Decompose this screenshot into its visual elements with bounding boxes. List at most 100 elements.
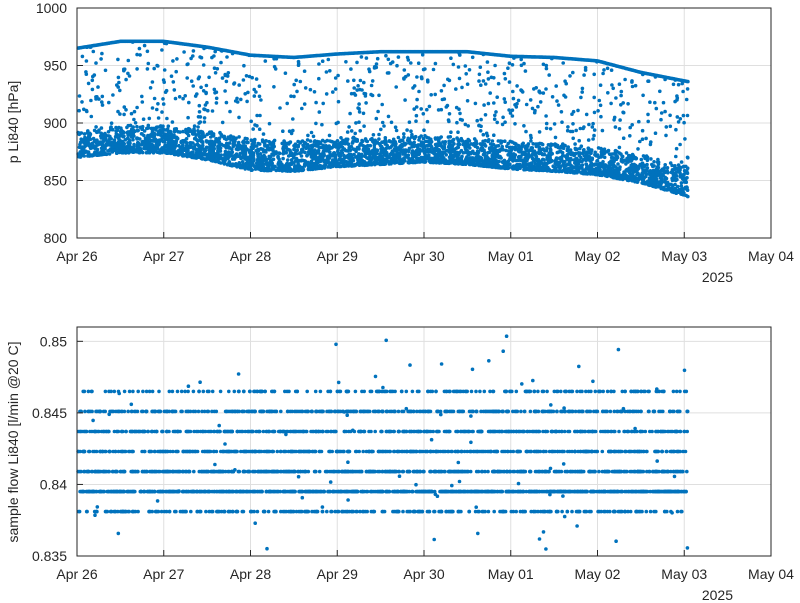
data-point	[122, 105, 127, 109]
data-point	[185, 76, 189, 80]
data-point	[348, 111, 352, 116]
data-point	[234, 147, 239, 151]
data-point	[363, 147, 368, 152]
data-point	[493, 113, 497, 118]
data-point	[409, 129, 413, 133]
data-point	[342, 156, 347, 160]
data-point	[457, 142, 462, 147]
data-point	[668, 113, 672, 118]
data-point	[237, 135, 241, 139]
data-point	[483, 155, 488, 159]
data-point	[538, 100, 543, 104]
data-point	[220, 120, 225, 125]
data-point	[511, 96, 516, 101]
data-point	[380, 120, 385, 125]
data-point	[214, 101, 219, 105]
data-point	[412, 84, 417, 88]
data-point	[118, 112, 122, 116]
data-point	[275, 168, 280, 172]
data-point	[537, 130, 542, 134]
data-point	[254, 77, 259, 81]
data-point	[176, 153, 181, 157]
data-point	[665, 169, 669, 173]
data-point	[503, 139, 507, 143]
data-point	[106, 130, 111, 134]
data-point	[477, 79, 481, 83]
data-point	[303, 160, 308, 164]
data-point	[574, 156, 578, 161]
data-point	[349, 91, 354, 96]
data-point	[560, 120, 564, 124]
data-point	[620, 154, 624, 159]
data-point	[197, 75, 202, 79]
data-point	[617, 82, 622, 86]
data-point	[264, 162, 268, 166]
data-point	[482, 103, 486, 107]
data-point	[196, 129, 200, 133]
data-point	[490, 139, 495, 143]
data-point	[383, 138, 388, 143]
data-point	[295, 89, 299, 94]
data-point	[479, 83, 483, 87]
data-point	[582, 148, 586, 152]
data-point	[486, 101, 491, 106]
data-point	[185, 130, 190, 135]
data-point	[214, 96, 219, 101]
data-point	[291, 128, 295, 133]
data-point	[251, 127, 255, 131]
data-point	[349, 67, 353, 71]
data-point	[236, 164, 241, 168]
data-point	[130, 131, 134, 136]
data-point	[621, 110, 626, 115]
data-point	[552, 122, 557, 126]
data-point	[575, 160, 580, 164]
data-point	[678, 168, 682, 172]
data-point	[547, 73, 551, 77]
data-point	[467, 162, 472, 167]
data-point	[496, 144, 501, 148]
data-point	[306, 133, 310, 138]
data-point	[311, 157, 315, 161]
data-point	[407, 137, 412, 142]
data-point	[162, 68, 167, 72]
data-point	[371, 133, 376, 137]
data-point	[648, 100, 652, 104]
data-point	[491, 143, 496, 147]
data-point	[561, 61, 565, 65]
data-point	[370, 93, 375, 98]
data-point	[481, 79, 486, 83]
data-point	[415, 160, 420, 164]
data-point	[82, 132, 87, 136]
data-point	[524, 102, 529, 107]
data-point	[285, 101, 290, 106]
data-point	[429, 93, 434, 97]
data-point	[568, 74, 572, 78]
data-point	[496, 81, 501, 86]
data-point	[267, 121, 272, 126]
data-point	[499, 166, 504, 170]
data-point	[301, 148, 305, 153]
data-point	[443, 161, 448, 165]
data-point	[364, 144, 369, 149]
data-point	[537, 149, 542, 154]
data-point	[219, 48, 223, 53]
data-point	[481, 132, 486, 137]
data-point	[544, 87, 548, 91]
data-point	[107, 134, 111, 138]
data-point	[223, 89, 227, 93]
data-point	[528, 133, 533, 138]
data-point	[219, 132, 223, 137]
data-point	[566, 146, 570, 151]
data-point	[448, 135, 453, 139]
data-point	[118, 144, 122, 148]
data-point	[80, 139, 84, 144]
data-point	[149, 147, 154, 152]
data-point	[224, 79, 229, 84]
data-point	[146, 125, 150, 130]
data-point	[528, 98, 533, 102]
data-point	[332, 151, 337, 155]
data-point	[302, 102, 307, 106]
data-point	[189, 153, 194, 158]
data-point	[455, 158, 460, 162]
data-point	[108, 126, 113, 130]
